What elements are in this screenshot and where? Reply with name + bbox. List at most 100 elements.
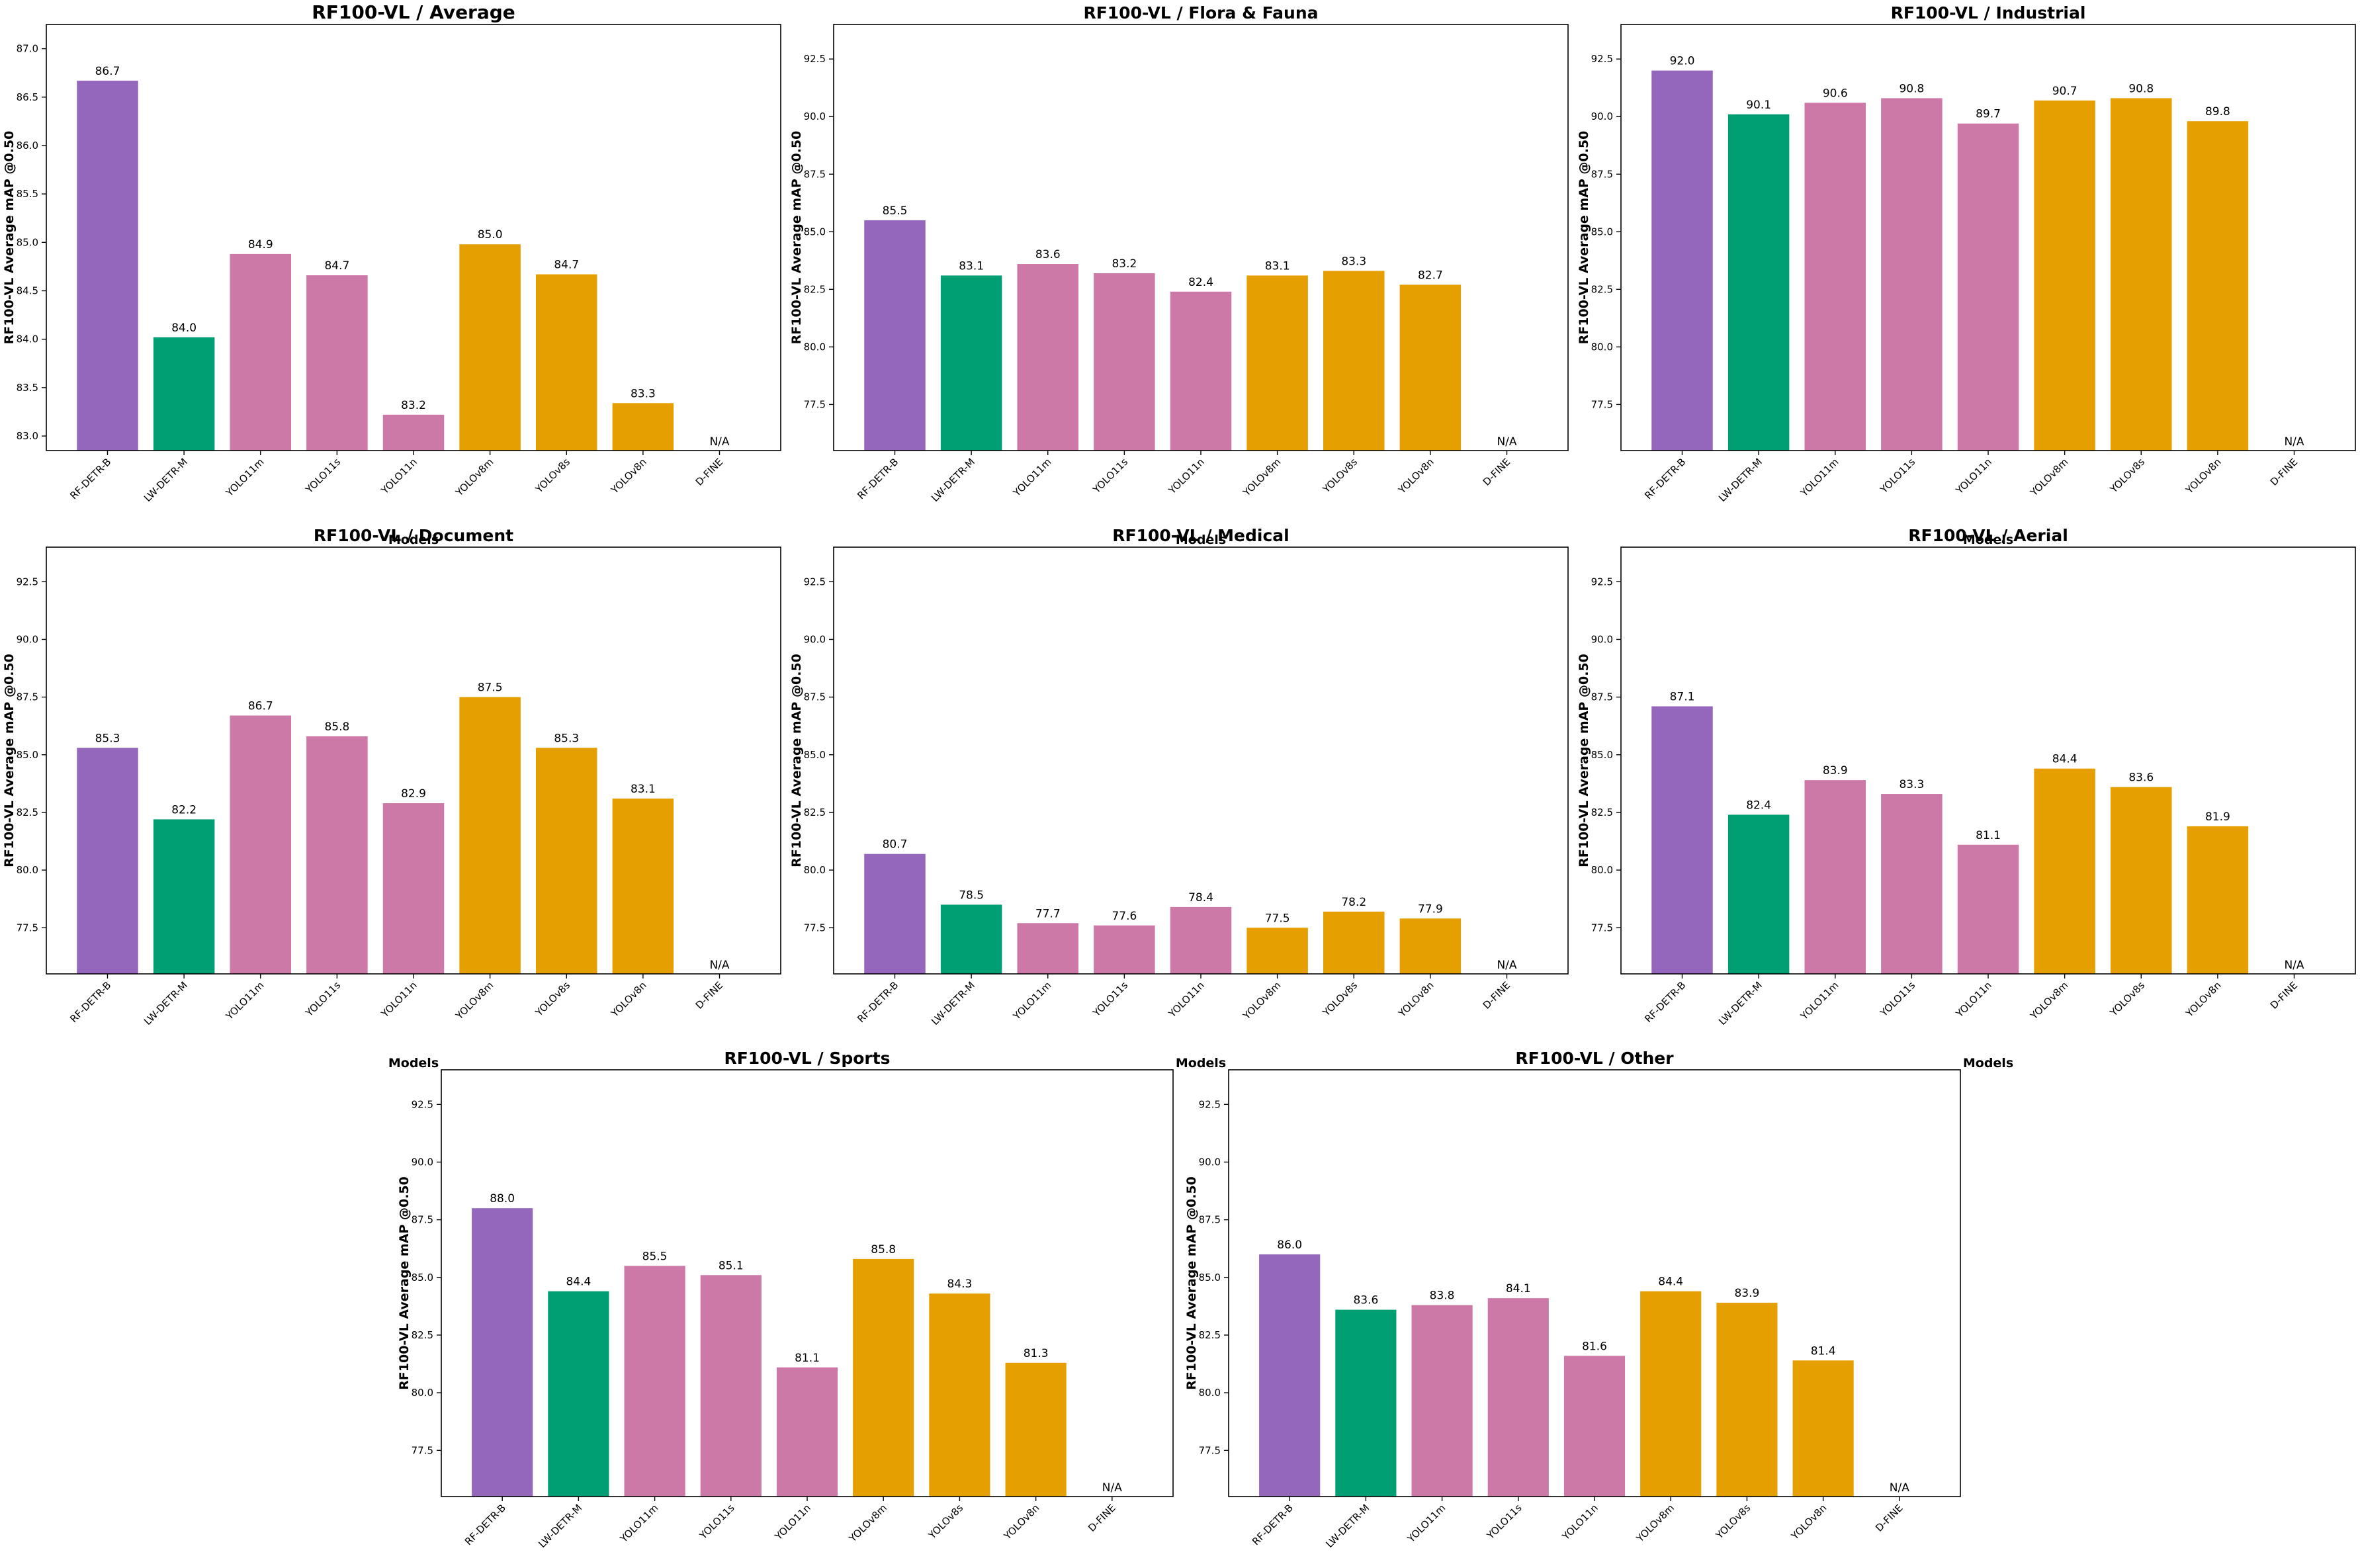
data-label: 88.0	[490, 1192, 515, 1205]
chart-title: RF100-VL / Industrial	[1891, 3, 2086, 22]
y-tick-label: 85.0	[412, 1272, 433, 1284]
data-label: 83.3	[631, 387, 656, 400]
bar	[1094, 925, 1155, 974]
x-tick-label: RF-DETR-B	[1642, 456, 1688, 501]
x-tick-label: LW-DETR-M	[142, 456, 190, 504]
chart-title: RF100-VL / Medical	[1112, 526, 1289, 545]
data-label: 81.6	[1582, 1340, 1607, 1353]
x-axis-label: Models	[388, 1056, 439, 1070]
bar	[1323, 271, 1385, 451]
y-tick-label: 80.0	[804, 341, 826, 353]
data-label: 85.8	[324, 720, 349, 734]
data-label: 83.8	[1430, 1289, 1455, 1303]
x-tick-label: YOLO11n	[1953, 456, 1994, 497]
data-label: 90.8	[2128, 82, 2154, 95]
y-axis-label: RF100-VL Average mAP @0.50	[1577, 654, 1591, 867]
x-tick-label: RF-DETR-B	[855, 456, 900, 501]
bar	[864, 853, 926, 974]
x-tick-label: YOLOv8m	[453, 979, 496, 1022]
y-tick-label: 87.5	[804, 168, 826, 180]
data-label: 92.0	[1670, 55, 1695, 68]
data-label-na: N/A	[2284, 435, 2304, 449]
bar	[536, 274, 597, 451]
data-label-na: N/A	[1890, 1481, 1909, 1495]
data-label: 78.2	[1341, 896, 1366, 909]
y-tick-label: 87.5	[412, 1214, 433, 1226]
data-label: 83.2	[401, 399, 426, 412]
data-label: 77.6	[1112, 910, 1137, 923]
x-axis-label: Models	[1176, 533, 1226, 547]
x-tick-label: YOLOv8m	[453, 456, 496, 499]
x-tick-label: YOLOv8n	[1788, 1502, 1829, 1542]
x-tick-label: YOLOv8n	[1001, 1502, 1041, 1542]
y-tick-label: 86.5	[17, 91, 38, 103]
bar	[536, 748, 597, 974]
data-label: 85.0	[478, 228, 503, 241]
x-tick-label: YOLO11s	[1484, 1502, 1524, 1542]
y-tick-label: 85.0	[804, 749, 826, 761]
chart-title: RF100-VL / Other	[1515, 1049, 1674, 1068]
y-tick-label: 90.0	[1199, 1156, 1221, 1168]
y-axis-label: RF100-VL Average mAP @0.50	[397, 1176, 412, 1390]
bar	[2111, 98, 2172, 451]
y-tick-label: 92.5	[804, 53, 826, 65]
y-tick-label: 92.5	[1591, 576, 1613, 588]
data-label: 81.1	[795, 1352, 820, 1365]
y-tick-label: 80.0	[1591, 864, 1613, 876]
y-axis-label: RF100-VL Average mAP @0.50	[2, 654, 17, 867]
y-tick-label: 80.0	[1591, 341, 1613, 353]
bar	[1170, 291, 1232, 451]
x-axis-label: Models	[1963, 533, 2013, 547]
bar	[1651, 70, 1713, 451]
y-tick-label: 85.0	[1199, 1272, 1221, 1284]
y-tick-label: 82.5	[804, 806, 826, 818]
data-label: 84.4	[2052, 753, 2077, 766]
bar	[2187, 121, 2249, 451]
data-label: 89.7	[1976, 108, 2001, 121]
data-label: 85.5	[883, 204, 908, 218]
chart-title: RF100-VL / Aerial	[1908, 526, 2068, 545]
x-tick-label: YOLO11n	[1953, 979, 1994, 1020]
x-tick-label: YOLO11m	[1405, 1502, 1448, 1545]
data-label: 78.4	[1188, 891, 1213, 904]
bar	[548, 1291, 609, 1497]
bar	[1017, 264, 1078, 451]
x-tick-label: RF-DETR-B	[855, 979, 900, 1025]
bar	[1005, 1362, 1067, 1497]
x-tick-label: YOLO11m	[617, 1502, 660, 1545]
x-tick-label: YOLO11n	[1166, 979, 1207, 1020]
plot-frame	[833, 546, 1569, 975]
chart-panel-5: 80.7 RF-DETR-B 78.5 LW-DETR-M 77.7 YOLO11m 77.…	[789, 526, 1569, 1070]
y-tick-label: 80.0	[17, 864, 38, 876]
data-label: 80.7	[883, 838, 908, 851]
data-label: 83.6	[2128, 771, 2154, 785]
y-tick-label: 77.5	[1199, 1444, 1221, 1456]
y-tick-label: 80.0	[804, 864, 826, 876]
chart-panel-1: 86.7 RF-DETR-B 84.0 LW-DETR-M 84.9 YOLO11m 84.…	[2, 1, 781, 547]
x-tick-label: RF-DETR-B	[462, 1502, 508, 1547]
x-tick-label: YOLOv8m	[1241, 456, 1284, 499]
data-label: 82.7	[1418, 269, 1443, 282]
x-tick-label: YOLO11s	[1090, 979, 1131, 1020]
x-tick-label: RF-DETR-B	[1250, 1502, 1295, 1547]
y-tick-label: 92.5	[804, 576, 826, 588]
y-axis-label: RF100-VL Average mAP @0.50	[789, 131, 804, 345]
data-label: 81.4	[1811, 1344, 1836, 1358]
x-tick-label: D-FINE	[1086, 1502, 1118, 1534]
y-tick-label: 90.0	[1591, 110, 1613, 122]
x-axis-label: Models	[388, 533, 439, 547]
y-tick-label: 80.0	[412, 1387, 433, 1399]
y-tick-label: 87.0	[17, 43, 38, 55]
bar	[864, 220, 926, 451]
x-tick-label: RF-DETR-B	[67, 979, 113, 1025]
x-tick-label: YOLOv8m	[1634, 1502, 1677, 1545]
data-label-na: N/A	[1497, 959, 1516, 972]
x-tick-label: YOLO11m	[223, 456, 266, 499]
x-tick-label: LW-DETR-M	[536, 1502, 584, 1550]
bar	[1716, 1303, 1778, 1497]
bar	[1335, 1309, 1397, 1497]
chart-panel-8: 86.0 RF-DETR-B 83.6 LW-DETR-M 83.8 YOLO11m 84.…	[1184, 1049, 1961, 1550]
plot-frame	[46, 24, 781, 451]
plot-frame	[46, 546, 781, 975]
data-label: 90.6	[1823, 87, 1848, 100]
